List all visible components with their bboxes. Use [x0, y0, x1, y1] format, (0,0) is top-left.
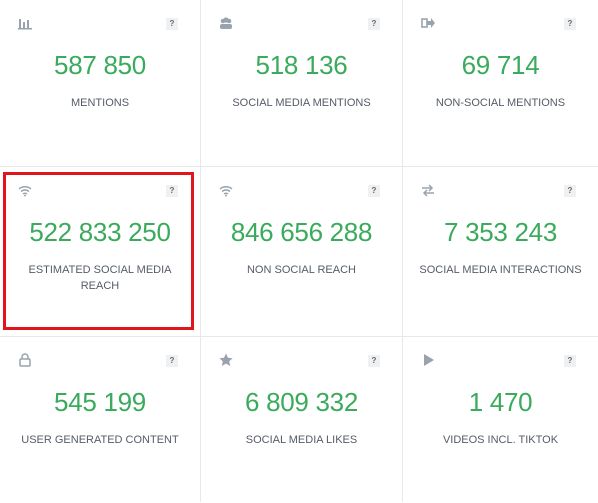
stat-value: 846 656 288	[230, 217, 373, 247]
stat-label: MENTIONS	[70, 97, 130, 109]
stat-label: VIDEOS INCL. TIKTOK	[442, 434, 559, 446]
stat-label: NON-SOCIAL MENTIONS	[435, 97, 566, 109]
card-icon	[19, 353, 31, 367]
stat-value: 6 809 332	[245, 387, 358, 417]
stat-value: 1 470	[468, 387, 533, 417]
stat-card: ? 6 809 332 SOCIAL MEDIA LIKES	[201, 337, 402, 503]
highlight-box	[3, 172, 194, 330]
stat-value: 7 353 243	[444, 217, 557, 247]
stat-label: NON SOCIAL REACH	[246, 264, 356, 276]
stat-value: 69 714	[461, 50, 540, 80]
divider	[0, 166, 598, 167]
stat-card: ? 69 714 NON-SOCIAL MENTIONS	[403, 0, 598, 166]
stat-card: ? 545 199 USER GENERATED CONTENT	[0, 337, 200, 503]
stat-value: 522 833 250	[29, 217, 171, 247]
stat-card: ? 7 353 243 SOCIAL MEDIA INTERACTIONS	[403, 167, 598, 333]
stat-value: 587 850	[54, 50, 146, 80]
stat-label: USER GENERATED CONTENT	[21, 434, 179, 446]
card-icon	[422, 184, 434, 197]
help-button[interactable]: ?	[368, 355, 380, 367]
stat-value: 545 199	[54, 387, 146, 417]
stat-label: SOCIAL MEDIA LIKES	[245, 434, 358, 446]
stat-label: SOCIAL MEDIA MENTIONS	[232, 97, 371, 109]
stat-card: ? 1 470 VIDEOS INCL. TIKTOK	[403, 337, 598, 503]
divider	[402, 0, 403, 502]
card-icon	[18, 19, 32, 30]
help-button[interactable]: ?	[166, 185, 178, 197]
card-icon	[219, 353, 233, 366]
help-button[interactable]: ?	[166, 18, 178, 30]
divider	[0, 336, 598, 337]
stat-card: ? 587 850 MENTIONS	[0, 0, 200, 166]
help-button[interactable]: ?	[564, 355, 576, 367]
card-icon	[18, 185, 32, 197]
divider	[200, 0, 201, 502]
help-button[interactable]: ?	[564, 18, 576, 30]
stat-card: ? 846 656 288 NON SOCIAL REACH	[201, 167, 402, 333]
stat-label: SOCIAL MEDIA INTERACTIONS	[419, 264, 582, 276]
card-icon	[219, 185, 233, 197]
stat-card: ? 518 136 SOCIAL MEDIA MENTIONS	[201, 0, 402, 166]
card-icon	[421, 18, 435, 28]
help-button[interactable]: ?	[166, 355, 178, 367]
card-icon	[220, 17, 232, 29]
help-button[interactable]: ?	[564, 185, 576, 197]
help-button[interactable]: ?	[368, 18, 380, 30]
stat-value: 518 136	[255, 50, 348, 80]
stat-label: ESTIMATED SOCIAL MEDIA REACH	[28, 264, 172, 292]
card-icon	[424, 354, 434, 366]
help-button[interactable]: ?	[368, 185, 380, 197]
stat-card: ? 522 833 250 ESTIMATED SOCIAL MEDIA REACH	[0, 167, 200, 333]
